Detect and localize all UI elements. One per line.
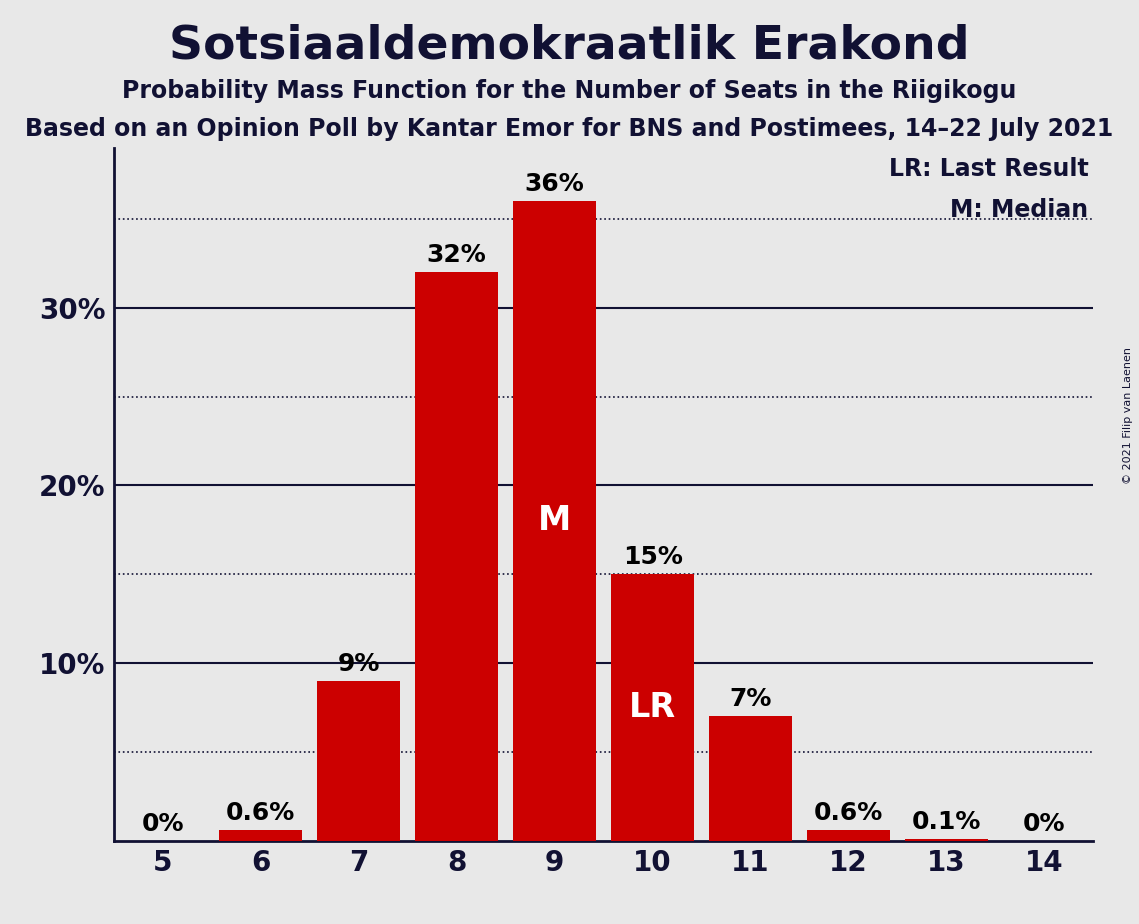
Text: 0%: 0% <box>1023 811 1066 835</box>
Bar <box>317 681 401 841</box>
Bar <box>904 839 989 841</box>
Text: Sotsiaaldemokraatlik Erakond: Sotsiaaldemokraatlik Erakond <box>170 23 969 68</box>
Text: 32%: 32% <box>427 243 486 267</box>
Text: 0%: 0% <box>141 811 185 835</box>
Bar <box>415 273 499 841</box>
Bar <box>219 830 303 841</box>
Text: © 2021 Filip van Laenen: © 2021 Filip van Laenen <box>1123 347 1133 484</box>
Text: Probability Mass Function for the Number of Seats in the Riigikogu: Probability Mass Function for the Number… <box>122 79 1017 103</box>
Text: 7%: 7% <box>729 687 772 711</box>
Text: Based on an Opinion Poll by Kantar Emor for BNS and Postimees, 14–22 July 2021: Based on an Opinion Poll by Kantar Emor … <box>25 117 1114 141</box>
Text: M: M <box>538 505 572 538</box>
Text: LR: Last Result: LR: Last Result <box>888 157 1089 181</box>
Text: 36%: 36% <box>525 172 584 196</box>
Bar <box>708 716 793 841</box>
Text: 0.1%: 0.1% <box>912 809 981 833</box>
Text: 15%: 15% <box>623 545 682 569</box>
Text: 0.6%: 0.6% <box>227 801 295 825</box>
Text: 0.6%: 0.6% <box>814 801 883 825</box>
Bar <box>611 575 695 841</box>
Text: LR: LR <box>629 691 677 724</box>
Bar <box>806 830 891 841</box>
Bar <box>513 201 597 841</box>
Text: 9%: 9% <box>337 651 380 675</box>
Text: M: Median: M: Median <box>950 198 1089 222</box>
